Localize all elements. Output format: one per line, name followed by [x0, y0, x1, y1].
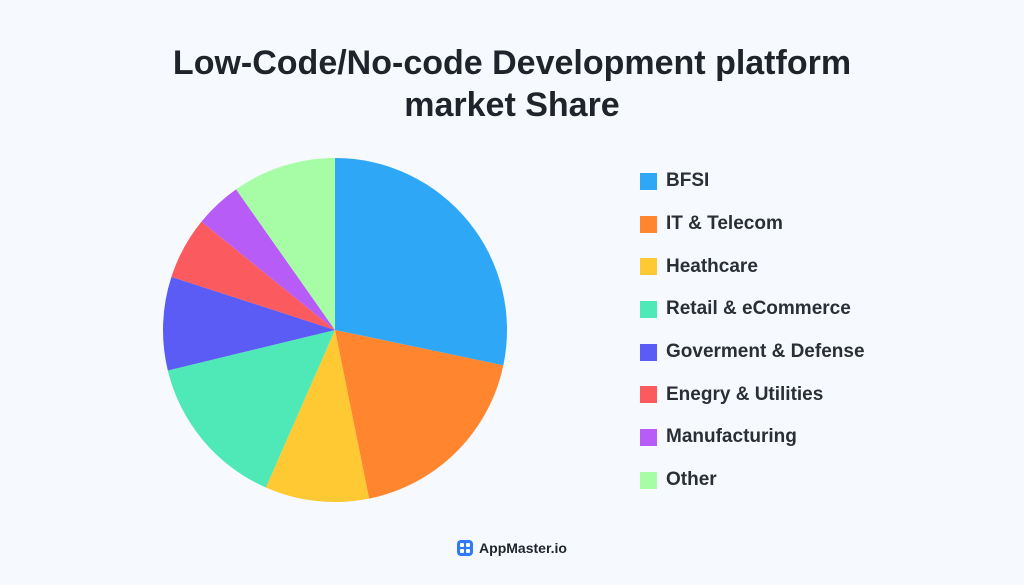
- legend-swatch: [640, 429, 657, 446]
- legend-swatch: [640, 301, 657, 318]
- legend-swatch: [640, 386, 657, 403]
- footer-brand: AppMaster.io: [0, 540, 1024, 556]
- legend-swatch: [640, 344, 657, 361]
- legend-label: Goverment & Defense: [666, 341, 865, 363]
- legend-label: IT & Telecom: [666, 213, 783, 235]
- chart-title-line-2: market Share: [0, 84, 1024, 126]
- pie-slice-bfsi: [335, 158, 507, 365]
- legend-item-retail-ecommerce: Retail & eCommerce: [640, 288, 865, 331]
- legend-swatch: [640, 216, 657, 233]
- legend-item-manufacturing: Manufacturing: [640, 416, 865, 459]
- legend-swatch: [640, 173, 657, 190]
- brand-name: AppMaster.io: [479, 540, 567, 556]
- pie-chart: [155, 150, 515, 510]
- legend-label: Heathcare: [666, 256, 758, 278]
- legend-label: Enegry & Utilities: [666, 384, 823, 406]
- legend-item-bfsi: BFSI: [640, 160, 865, 203]
- legend-label: Manufacturing: [666, 426, 797, 448]
- legend-item-other: Other: [640, 459, 865, 502]
- legend-label: Other: [666, 469, 717, 491]
- appmaster-logo-icon: [457, 540, 473, 556]
- legend-item-government-defense: Goverment & Defense: [640, 331, 865, 374]
- legend-item-healthcare: Heathcare: [640, 245, 865, 288]
- legend-swatch: [640, 472, 657, 489]
- legend-label: Retail & eCommerce: [666, 298, 851, 320]
- chart-title: Low-Code/No-code Development platform ma…: [0, 42, 1024, 126]
- chart-legend: BFSI IT & Telecom Heathcare Retail & eCo…: [640, 160, 865, 502]
- chart-title-line-1: Low-Code/No-code Development platform: [0, 42, 1024, 84]
- legend-item-it-telecom: IT & Telecom: [640, 203, 865, 246]
- legend-item-energy-utilities: Enegry & Utilities: [640, 373, 865, 416]
- legend-swatch: [640, 258, 657, 275]
- legend-label: BFSI: [666, 170, 709, 192]
